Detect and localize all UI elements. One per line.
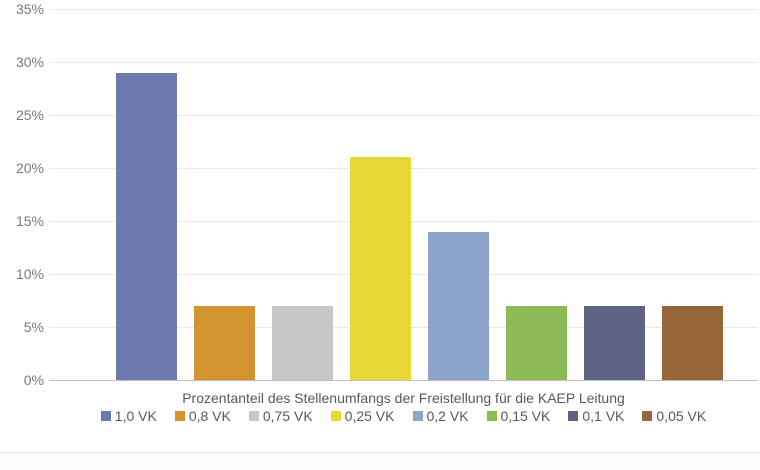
legend-item: 0,15 VK xyxy=(486,408,551,424)
legend-swatch-icon xyxy=(248,411,259,421)
bar-0-2-vk xyxy=(428,231,489,380)
bar-0-05-vk xyxy=(662,305,723,380)
bar-1-0-vk xyxy=(116,72,177,380)
y-tick-label: 25% xyxy=(15,107,44,123)
chart-bottom-border xyxy=(0,452,760,453)
legend-item: 0,25 VK xyxy=(330,408,395,424)
chart-bottom-strip xyxy=(0,453,760,470)
legend-item: 0,75 VK xyxy=(248,408,313,424)
legend-item: 1,0 VK xyxy=(100,408,157,424)
legend-item: 0,2 VK xyxy=(412,408,469,424)
gridline xyxy=(49,9,758,10)
y-tick-label: 35% xyxy=(15,1,44,17)
legend-swatch-icon xyxy=(330,411,341,421)
legend-item: 0,8 VK xyxy=(174,408,231,424)
gridline xyxy=(49,62,758,63)
bar-0-1-vk xyxy=(584,305,645,380)
bar-0-15-vk xyxy=(506,305,567,380)
gridline xyxy=(49,115,758,116)
y-tick-label: 30% xyxy=(15,54,44,70)
y-tick-label: 15% xyxy=(15,213,44,229)
legend-label: 0,1 VK xyxy=(582,408,625,424)
y-tick-label: 20% xyxy=(15,160,44,176)
legend-item: 0,1 VK xyxy=(568,408,624,424)
legend-label: 0,15 VK xyxy=(500,408,551,424)
x-axis-title: Prozentanteil des Stellenumfangs der Fre… xyxy=(182,390,625,406)
bar-0-8-vk xyxy=(194,305,255,380)
bar-0-75-vk xyxy=(272,305,333,380)
legend-label: 0,05 VK xyxy=(656,408,707,424)
legend-label: 0,8 VK xyxy=(188,408,231,424)
legend-item: 0,05 VK xyxy=(642,408,706,424)
legend-swatch-icon xyxy=(412,411,423,421)
legend-swatch-icon xyxy=(486,411,497,421)
legend: 1,0 VK 0,8 VK 0,75 VK 0,25 VK 0,2 VK 0,15 VK 0… xyxy=(49,408,758,424)
y-tick-label: 10% xyxy=(15,266,44,282)
legend-label: 1,0 VK xyxy=(114,408,157,424)
legend-swatch-icon xyxy=(568,411,579,421)
legend-label: 0,75 VK xyxy=(262,408,313,424)
y-tick-label: 0% xyxy=(23,372,44,388)
legend-label: 0,25 VK xyxy=(344,408,395,424)
legend-swatch-icon xyxy=(100,411,111,421)
bar-0-25-vk xyxy=(350,157,411,380)
legend-swatch-icon xyxy=(642,411,653,421)
y-tick-label: 5% xyxy=(23,319,44,335)
legend-swatch-icon xyxy=(174,411,185,421)
x-axis-baseline xyxy=(49,380,758,381)
legend-label: 0,2 VK xyxy=(426,408,469,424)
